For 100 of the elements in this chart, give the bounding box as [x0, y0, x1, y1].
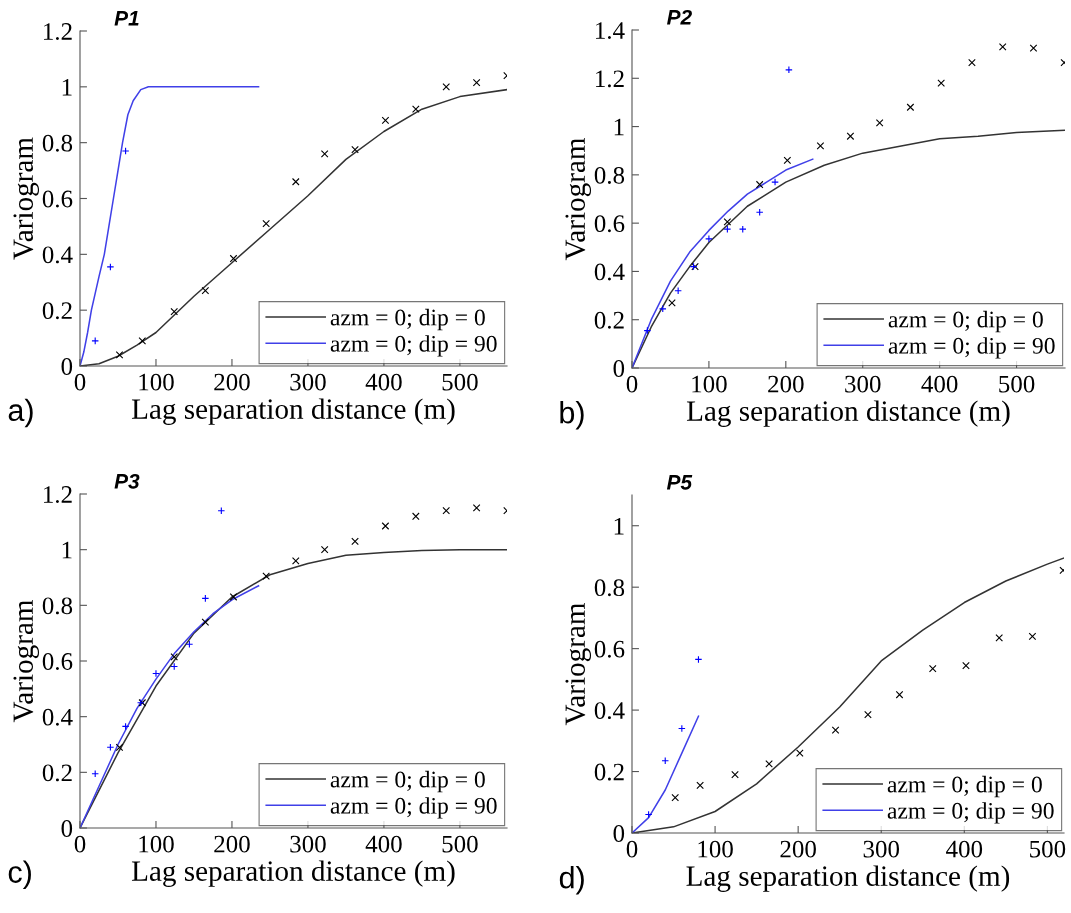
x-axis-title: Lag separation distance (m) — [131, 398, 455, 425]
point — [995, 634, 1004, 642]
x-tick-label: 500 — [999, 375, 1035, 393]
y-tick-label: 0.6 — [42, 653, 73, 671]
y-tick-label: 0.2 — [594, 763, 624, 781]
point — [442, 83, 451, 91]
legend-label: azm = 0; dip = 0 — [887, 775, 1042, 798]
y-tick-label: 0.6 — [594, 215, 625, 233]
x-axis-title: Lag separation distance (m) — [686, 400, 1010, 427]
y-tick-label: 0.6 — [594, 640, 625, 658]
y-tick-label: 0.6 — [42, 190, 73, 208]
y-tick-label: 1 — [614, 517, 624, 535]
y-tick-label: 1 — [614, 118, 624, 136]
point — [668, 299, 676, 307]
chart-title: P3 — [114, 473, 140, 489]
y-tick-label: 1.4 — [596, 22, 625, 40]
text: d) — [559, 866, 584, 895]
point — [696, 781, 704, 790]
point — [928, 664, 937, 673]
point — [755, 208, 764, 217]
point — [412, 512, 420, 521]
point — [831, 726, 840, 734]
point — [643, 326, 652, 335]
y-tick-label: 0.2 — [42, 764, 72, 782]
x-tick-label: 500 — [442, 373, 478, 391]
legend-label: azm = 0; dip = 90 — [887, 802, 1054, 824]
x-tick-label: 400 — [921, 375, 958, 393]
x-tick-label: 0 — [74, 835, 86, 853]
x-tick-label: 300 — [290, 373, 326, 391]
point — [201, 618, 210, 626]
point — [472, 78, 481, 87]
point — [115, 743, 124, 752]
x-axis-title: Lag separation distance (m) — [131, 860, 455, 887]
point — [291, 177, 300, 186]
x-tick-label: 200 — [780, 840, 816, 858]
x-tick-label: 300 — [845, 375, 881, 393]
point — [106, 743, 115, 752]
point — [121, 147, 130, 155]
point — [472, 504, 481, 512]
x-tick-label: 0 — [626, 840, 638, 858]
legend-label: azm = 0; dip = 0 — [888, 310, 1043, 333]
y-tick-label: 1.2 — [44, 486, 72, 504]
point — [262, 219, 270, 228]
y-tick-label: 0.2 — [42, 302, 72, 320]
legend-label: azm = 0; dip = 0 — [330, 308, 485, 331]
point — [115, 351, 124, 359]
x-tick-label: 500 — [442, 835, 478, 853]
point — [796, 749, 804, 757]
y-tick-label: 0.4 — [594, 263, 625, 281]
point — [217, 506, 226, 515]
point — [846, 132, 855, 141]
point — [201, 286, 210, 295]
x-tick-label: 100 — [139, 835, 174, 853]
y-tick-label: 0.2 — [594, 311, 624, 329]
point — [998, 43, 1007, 51]
point — [906, 103, 915, 112]
y-tick-label: 1 — [62, 541, 72, 559]
y-tick-label: 0 — [61, 358, 73, 375]
point — [262, 572, 270, 580]
y-tick-label: 0.8 — [42, 134, 73, 152]
point — [291, 556, 300, 565]
y-tick-label: 0.4 — [42, 708, 73, 726]
point — [381, 522, 390, 530]
point — [351, 537, 359, 546]
point — [412, 105, 420, 113]
line-series — [80, 585, 260, 828]
x-tick-label: 500 — [1030, 840, 1066, 858]
text: c) — [8, 860, 31, 889]
legend-label: azm = 0; dip = 90 — [330, 797, 497, 819]
point — [816, 142, 825, 150]
x-tick-label: 400 — [365, 835, 402, 853]
y-axis-title: Variogram — [565, 602, 592, 726]
line-series — [632, 715, 700, 833]
y-tick-label: 0.4 — [594, 702, 625, 720]
y-tick-label: 0.8 — [594, 579, 625, 597]
legend-label: azm = 0; dip = 0 — [330, 770, 485, 793]
chart-title: P1 — [114, 11, 139, 26]
point — [968, 58, 976, 67]
point — [351, 145, 359, 154]
point — [671, 793, 680, 802]
legend-label: azm = 0; dip = 90 — [888, 337, 1055, 359]
y-tick-label: 0 — [613, 360, 625, 377]
point — [783, 156, 792, 165]
point — [731, 770, 739, 779]
x-tick-label: 200 — [214, 373, 250, 391]
point — [442, 506, 451, 515]
point — [121, 722, 130, 731]
point — [765, 760, 773, 768]
point — [170, 307, 179, 316]
x-tick-label: 200 — [214, 835, 250, 853]
point — [229, 254, 238, 263]
x-axis-title: Lag separation distance (m) — [686, 865, 1010, 892]
point — [320, 150, 329, 158]
x-tick-label: 200 — [768, 375, 804, 393]
chart-title: P2 — [667, 9, 692, 25]
point — [937, 79, 945, 87]
x-tick-label: 300 — [863, 840, 900, 858]
chart-title: P5 — [666, 475, 693, 490]
y-tick-label: 1.2 — [44, 23, 72, 41]
text: a) — [8, 398, 33, 428]
